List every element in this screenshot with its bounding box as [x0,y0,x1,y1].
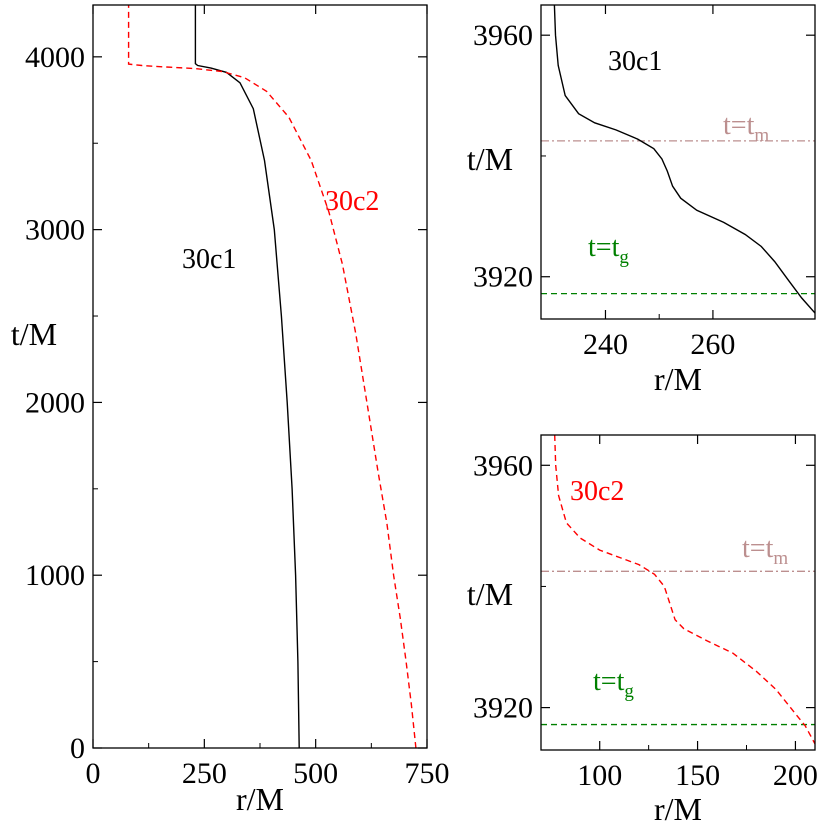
series-annotation-30c1: 30c1 [608,46,662,77]
x-tick-label: 0 [86,757,101,790]
series-line-30c1 [194,5,300,748]
y-tick-label: 2000 [25,386,85,419]
reference-line-label-g: t=tg [593,666,634,702]
x-tick-label: 150 [675,759,720,792]
x-tick-label: 500 [293,757,338,790]
series-annotation-30c2: 30c2 [570,476,624,507]
series-line-30c1 [553,5,815,314]
series-annotation-30c2: 30c2 [325,186,379,217]
y-tick-label: 3960 [473,449,533,482]
y-tick-label: 3920 [473,261,533,294]
y-tick-label: 0 [70,732,85,765]
reference-line-label-m: t=tm [723,110,769,146]
x-axis-title: r/M [654,361,702,397]
reference-line-label-m: t=tm [742,533,788,569]
y-tick-label: 3960 [473,19,533,52]
x-axis-title: r/M [236,781,284,817]
y-axis-title: t/M [11,316,57,352]
y-tick-label: 3920 [473,692,533,725]
x-tick-label: 200 [773,759,818,792]
y-axis-title: t/M [467,576,513,612]
x-tick-label: 100 [577,759,622,792]
series-line-30c2 [127,5,417,748]
plot-frame [540,4,816,320]
series-line-30c2 [554,435,815,745]
plot-frame [540,434,816,751]
x-axis-title: r/M [654,791,702,825]
x-tick-label: 260 [690,328,735,361]
series-annotation-30c1: 30c1 [182,244,236,275]
x-tick-label: 250 [182,757,227,790]
reference-line-label-g: t=tg [588,232,629,268]
y-tick-label: 3000 [25,214,85,247]
y-tick-label: 4000 [25,41,85,74]
plot-frame [92,4,428,749]
x-tick-label: 750 [405,757,450,790]
x-tick-label: 240 [583,328,628,361]
panel-1: 0 250 500 750 0 1000 2000 3000 4000 r/M t/M 30c1 30c… [11,4,450,817]
panel-3: t=tm t=tg 100 150 200 3920 3960 r/M t/M 30c2 [467,434,818,825]
y-axis-title: t/M [467,141,513,177]
panel-2: t=tm t=tg 240 260 3920 3960 r/M t/M 30c1 [467,4,816,397]
y-tick-label: 1000 [25,559,85,592]
